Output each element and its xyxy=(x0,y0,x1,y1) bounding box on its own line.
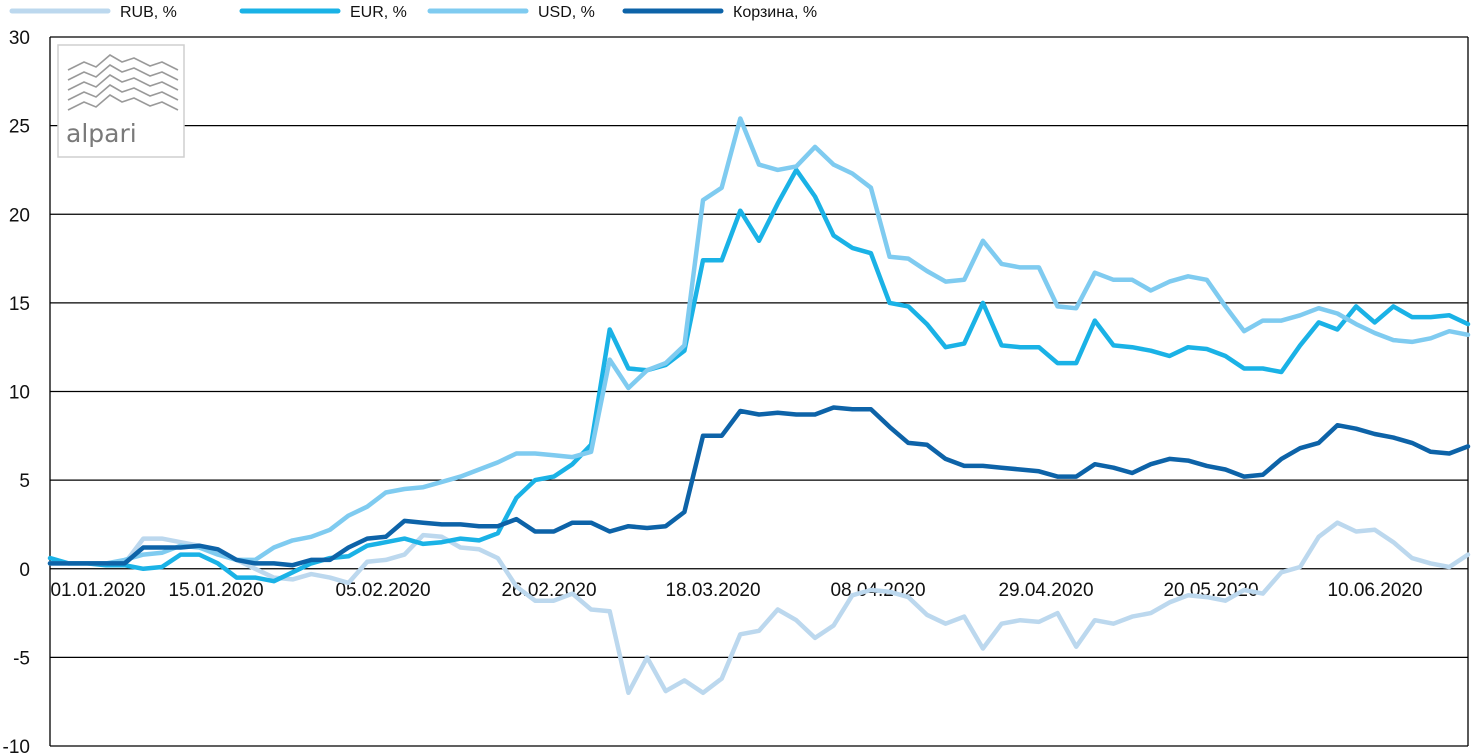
gridlines xyxy=(49,36,1469,747)
y-tick-label-1: -5 xyxy=(13,648,30,669)
alpari-logo: alpari xyxy=(57,44,185,158)
legend-item-2: USD, % xyxy=(427,4,595,21)
series-lines xyxy=(47,116,1471,696)
legend-item-1: EUR, % xyxy=(239,4,407,21)
series-line-3 xyxy=(47,405,1471,568)
x-tick-label-2: 05.02.2020 xyxy=(335,580,430,601)
legend: RUB, % EUR, % USD, % Корзина, % xyxy=(9,4,817,21)
y-axis-tick-labels: -10 -5 0 5 10 15 20 25 30 xyxy=(3,28,30,755)
y-tick-label-3: 5 xyxy=(19,471,30,492)
legend-item-3: Корзина, % xyxy=(622,4,817,21)
series-line-2 xyxy=(47,116,1471,566)
y-tick-label-7: 25 xyxy=(9,117,30,138)
legend-label-2: USD, % xyxy=(538,4,595,21)
y-tick-label-6: 20 xyxy=(9,205,30,226)
legend-label-3: Корзина, % xyxy=(733,4,817,21)
logo-text: alpari xyxy=(66,119,137,148)
x-tick-label-4: 18.03.2020 xyxy=(665,580,760,601)
x-tick-label-1: 15.01.2020 xyxy=(168,580,263,601)
x-tick-label-0: 01.01.2020 xyxy=(50,580,145,601)
y-tick-label-4: 10 xyxy=(9,383,30,404)
series-line-0 xyxy=(47,520,1471,696)
legend-label-0: RUB, % xyxy=(120,4,177,21)
y-tick-label-0: -10 xyxy=(3,737,30,755)
legend-item-0: RUB, % xyxy=(9,4,177,21)
x-tick-label-8: 10.06.2020 xyxy=(1327,580,1422,601)
y-tick-label-8: 30 xyxy=(9,28,30,49)
legend-label-1: EUR, % xyxy=(350,4,407,21)
x-tick-label-6: 29.04.2020 xyxy=(998,580,1093,601)
mountains-icon xyxy=(67,54,179,111)
y-tick-label-5: 15 xyxy=(9,294,30,315)
series-line-1 xyxy=(47,167,1471,584)
y-tick-label-2: 0 xyxy=(19,560,30,581)
